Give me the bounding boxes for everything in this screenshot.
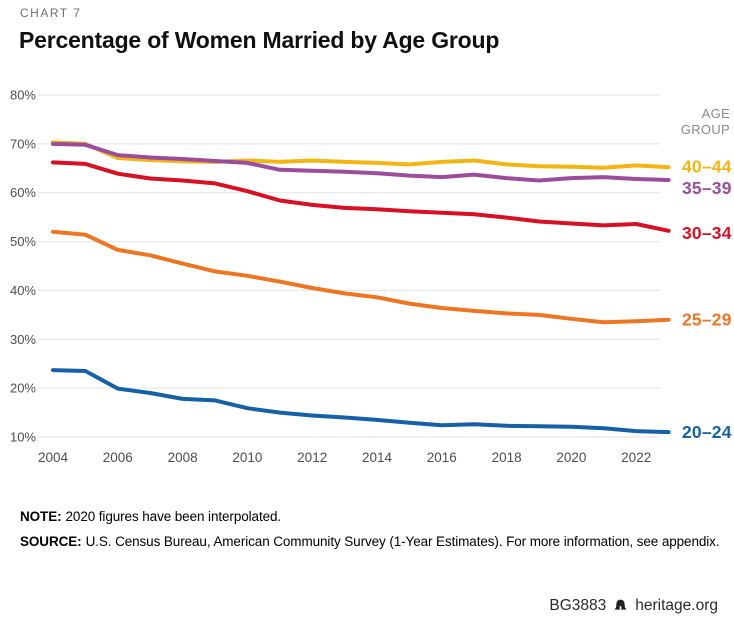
source-text: U.S. Census Bureau, American Community S… bbox=[85, 534, 720, 549]
y-tick-label: 40% bbox=[10, 283, 36, 298]
legend-title: AGE GROUP bbox=[680, 106, 730, 137]
series-label-25–29: 25–29 bbox=[682, 310, 732, 330]
footer: BG3883 heritage.org bbox=[549, 597, 718, 615]
note-line: NOTE: 2020 figures have been interpolated… bbox=[20, 504, 720, 529]
series-line-25–29 bbox=[51, 229, 671, 325]
x-tick-label: 2004 bbox=[38, 450, 69, 465]
x-tick-label: 2006 bbox=[103, 450, 133, 465]
x-tick-label: 2016 bbox=[427, 450, 457, 465]
series-line-20–24 bbox=[51, 368, 671, 435]
series-label-20–24: 20–24 bbox=[682, 422, 732, 442]
series-label-40–44: 40–44 bbox=[682, 156, 732, 176]
y-tick-label: 60% bbox=[10, 185, 36, 200]
y-tick-label: 70% bbox=[10, 136, 36, 151]
report-id: BG3883 bbox=[549, 597, 607, 614]
series-line-35–39 bbox=[51, 141, 671, 183]
x-tick-label: 2020 bbox=[556, 450, 586, 465]
y-tick-label: 10% bbox=[10, 430, 36, 445]
y-tick-label: 80% bbox=[10, 88, 36, 103]
note-text: 2020 figures have been interpolated. bbox=[65, 509, 282, 524]
notes-block: NOTE: 2020 figures have been interpolated… bbox=[20, 504, 720, 554]
note-label: NOTE: bbox=[20, 509, 62, 524]
series-line-30–34 bbox=[51, 160, 671, 233]
x-tick-label: 2010 bbox=[232, 450, 262, 465]
x-tick-label: 2008 bbox=[168, 450, 198, 465]
y-tick-label: 20% bbox=[10, 381, 36, 396]
source-label: SOURCE: bbox=[20, 534, 82, 549]
y-tick-label: 30% bbox=[10, 332, 36, 347]
liberty-bell-icon bbox=[615, 599, 627, 610]
series-line-40–44 bbox=[51, 140, 671, 170]
page-title: Percentage of Women Married by Age Group bbox=[19, 27, 500, 53]
series-label-35–39: 35–39 bbox=[682, 178, 732, 198]
y-tick-label: 50% bbox=[10, 234, 36, 249]
x-tick-label: 2012 bbox=[297, 450, 327, 465]
x-tick-label: 2018 bbox=[492, 450, 522, 465]
x-tick-label: 2022 bbox=[621, 450, 651, 465]
chart-number: CHART 7 bbox=[20, 6, 82, 20]
source-line: SOURCE: U.S. Census Bureau, American Comm… bbox=[20, 529, 720, 554]
x-tick-label: 2014 bbox=[362, 450, 393, 465]
site-link[interactable]: heritage.org bbox=[635, 597, 718, 614]
series-label-30–34: 30–34 bbox=[682, 223, 732, 243]
